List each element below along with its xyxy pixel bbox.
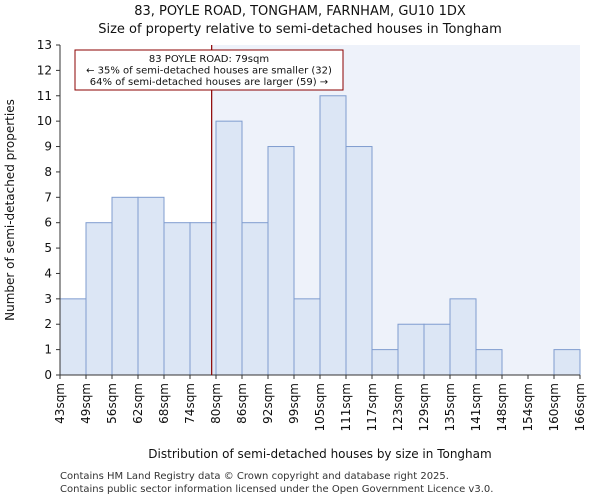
annotation-line: 64% of semi-detached houses are larger (…	[90, 77, 328, 88]
x-tick-label: 160sqm	[547, 383, 561, 431]
y-tick-label: 0	[44, 368, 52, 382]
x-tick-label: 105sqm	[313, 383, 327, 431]
x-tick-label: 99sqm	[287, 383, 301, 424]
annotation-line: 83 POYLE ROAD: 79sqm	[149, 54, 269, 65]
histogram-bar	[397, 323, 425, 376]
x-tick-label: 111sqm	[339, 383, 353, 431]
y-tick-label: 1	[44, 343, 52, 357]
x-tick-label: 135sqm	[443, 383, 457, 431]
x-tick-label: 68sqm	[157, 383, 171, 424]
y-tick-label: 4	[44, 266, 52, 280]
x-tick-label: 129sqm	[417, 383, 431, 431]
histogram-bar	[475, 349, 503, 376]
y-tick-label: 3	[44, 292, 52, 306]
x-axis-label: Distribution of semi-detached houses by …	[148, 447, 491, 461]
histogram-bar	[267, 146, 295, 376]
y-tick-label: 5	[44, 241, 52, 255]
histogram-bar	[319, 95, 347, 376]
x-tick-label: 56sqm	[105, 383, 119, 424]
histogram-bar	[293, 298, 321, 376]
chart-subtitle: Size of property relative to semi-detach…	[98, 22, 502, 37]
histogram-bar	[423, 323, 451, 376]
x-tick-label: 117sqm	[365, 383, 379, 431]
x-tick-label: 74sqm	[183, 383, 197, 424]
footer-copyright: Contains HM Land Registry data © Crown c…	[60, 471, 449, 482]
histogram-bar	[449, 298, 477, 376]
x-tick-label: 141sqm	[469, 383, 483, 431]
x-tick-label: 123sqm	[391, 383, 405, 431]
annotation-box	[74, 49, 344, 91]
y-tick-label: 13	[37, 38, 52, 52]
histogram-bar	[553, 349, 581, 376]
x-tick-label: 148sqm	[495, 383, 509, 431]
x-tick-label: 166sqm	[573, 383, 587, 431]
y-tick-label: 8	[44, 165, 52, 179]
histogram-bar	[137, 196, 165, 376]
histogram-bar	[215, 120, 243, 376]
histogram-bar	[371, 349, 399, 376]
chart-title: 83, POYLE ROAD, TONGHAM, FARNHAM, GU10 1…	[134, 4, 466, 19]
x-tick-label: 43sqm	[53, 383, 67, 424]
y-tick-label: 9	[44, 140, 52, 154]
x-tick-label: 80sqm	[209, 383, 223, 424]
x-tick-label: 49sqm	[79, 383, 93, 424]
y-tick-label: 10	[37, 114, 52, 128]
x-tick-label: 86sqm	[235, 383, 249, 424]
footer-licence: Contains public sector information licen…	[60, 484, 494, 495]
y-tick-label: 7	[44, 190, 52, 204]
y-tick-label: 2	[44, 317, 52, 331]
y-tick-label: 12	[37, 63, 52, 77]
histogram-bar	[59, 298, 87, 376]
y-tick-label: 11	[37, 89, 52, 103]
y-axis-label: Number of semi-detached properties	[3, 99, 17, 321]
histogram-bar	[111, 196, 139, 376]
x-tick-label: 92sqm	[261, 383, 275, 424]
histogram-bar	[163, 222, 191, 376]
x-tick-label: 62sqm	[131, 383, 145, 424]
histogram-bar	[345, 146, 373, 376]
histogram-bar	[85, 222, 113, 376]
x-tick-label: 154sqm	[521, 383, 535, 431]
annotation-line: ← 35% of semi-detached houses are smalle…	[86, 66, 332, 77]
histogram-bar	[241, 222, 269, 376]
y-tick-label: 6	[44, 216, 52, 230]
